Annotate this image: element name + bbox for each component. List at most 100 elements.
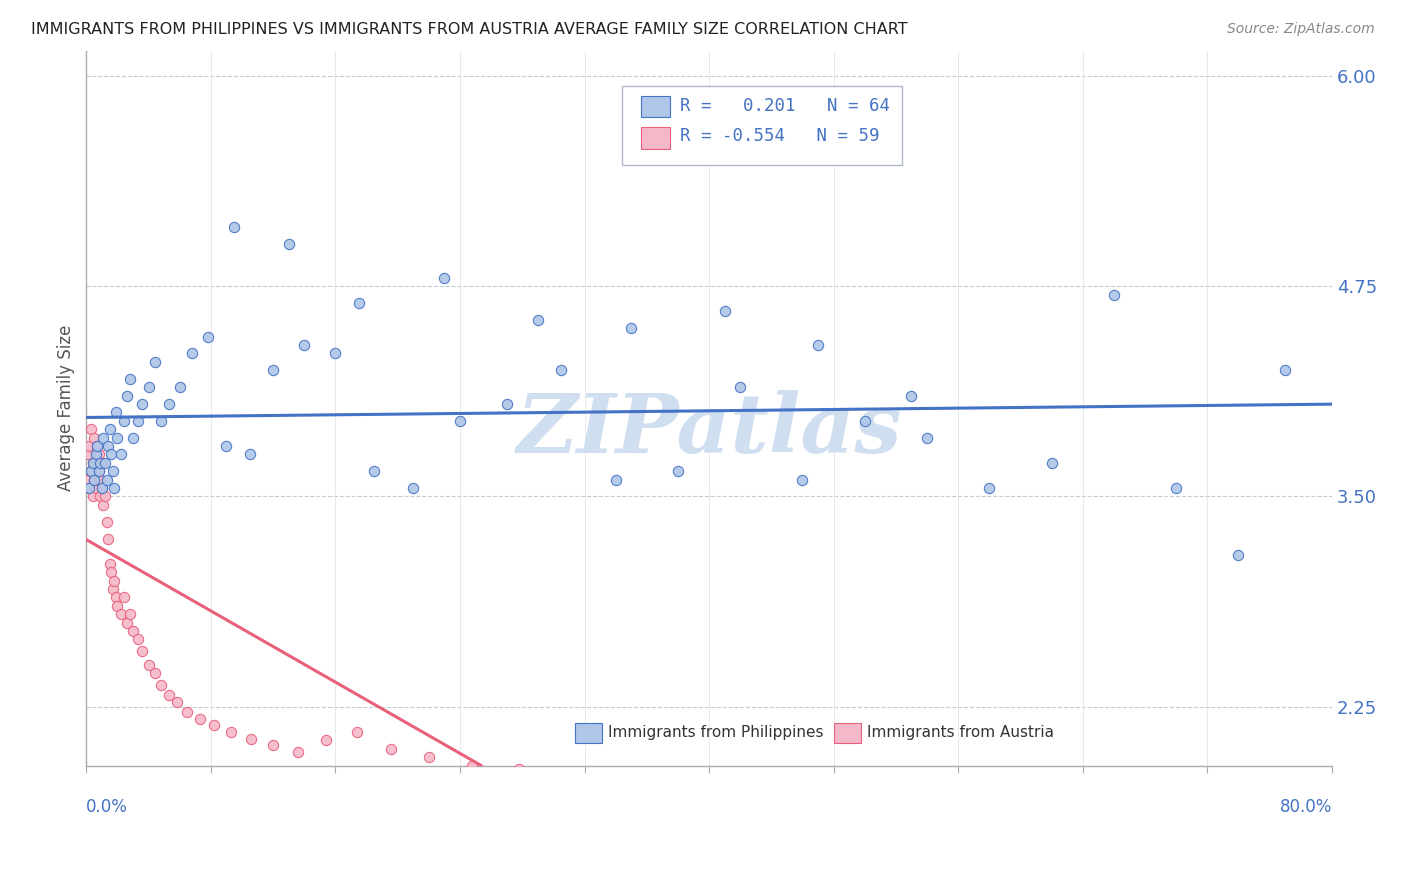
Point	[666, 464, 689, 478]
FancyBboxPatch shape	[641, 95, 671, 117]
Point	[90, 481, 112, 495]
Point	[131, 644, 153, 658]
Point	[792, 473, 814, 487]
Point	[188, 712, 211, 726]
Point	[86, 439, 108, 453]
Text: Immigrants from Austria: Immigrants from Austria	[868, 725, 1054, 740]
Point	[402, 481, 425, 495]
Point	[262, 363, 284, 377]
Point	[107, 599, 129, 613]
Point	[103, 481, 125, 495]
Point	[89, 456, 111, 470]
Point	[84, 481, 107, 495]
Text: 0.0%: 0.0%	[86, 797, 128, 816]
Point	[150, 678, 173, 692]
Point	[239, 447, 262, 461]
Point	[93, 498, 115, 512]
Point	[79, 439, 101, 453]
Point	[143, 666, 166, 681]
Text: IMMIGRANTS FROM PHILIPPINES VS IMMIGRANTS FROM AUSTRIA AVERAGE FAMILY SIZE CORRE: IMMIGRANTS FROM PHILIPPINES VS IMMIGRANT…	[31, 22, 907, 37]
Point	[605, 473, 627, 487]
Point	[101, 464, 124, 478]
FancyBboxPatch shape	[641, 128, 671, 149]
Point	[181, 346, 204, 360]
Point	[118, 607, 141, 622]
Point	[94, 456, 117, 470]
Point	[449, 414, 471, 428]
Point	[122, 431, 145, 445]
Point	[131, 397, 153, 411]
Point	[219, 725, 242, 739]
Point	[1274, 363, 1296, 377]
Point	[176, 705, 198, 719]
Point	[508, 762, 530, 776]
Point	[166, 695, 188, 709]
Point	[96, 473, 118, 487]
Point	[76, 447, 98, 461]
Point	[100, 447, 122, 461]
Point	[110, 607, 132, 622]
Point	[82, 490, 104, 504]
Point	[138, 380, 160, 394]
Point	[82, 456, 104, 470]
Point	[98, 422, 121, 436]
Point	[94, 490, 117, 504]
Point	[100, 565, 122, 579]
Point	[277, 237, 299, 252]
Point	[292, 338, 315, 352]
Point	[363, 464, 385, 478]
Point	[157, 397, 180, 411]
Point	[90, 456, 112, 470]
Point	[287, 745, 309, 759]
Text: Source: ZipAtlas.com: Source: ZipAtlas.com	[1227, 22, 1375, 37]
Point	[103, 574, 125, 588]
Point	[315, 733, 337, 747]
Point	[104, 591, 127, 605]
Point	[725, 779, 748, 793]
Point	[495, 397, 517, 411]
Point	[610, 772, 633, 786]
Point	[418, 750, 440, 764]
Point	[127, 414, 149, 428]
Point	[666, 775, 689, 789]
Point	[76, 473, 98, 487]
Point	[197, 329, 219, 343]
Point	[80, 464, 103, 478]
Point	[527, 313, 550, 327]
Point	[80, 422, 103, 436]
Point	[83, 431, 105, 445]
Point	[461, 758, 484, 772]
Point	[240, 731, 263, 746]
Point	[93, 431, 115, 445]
Text: Immigrants from Philippines: Immigrants from Philippines	[609, 725, 824, 740]
Point	[433, 270, 456, 285]
Point	[83, 473, 105, 487]
Point	[104, 405, 127, 419]
Point	[79, 481, 101, 495]
Point	[150, 414, 173, 428]
Point	[122, 624, 145, 638]
Y-axis label: Average Family Size: Average Family Size	[58, 325, 75, 491]
Point	[101, 582, 124, 596]
Point	[86, 439, 108, 453]
Point	[115, 615, 138, 630]
Point	[143, 355, 166, 369]
Point	[89, 490, 111, 504]
Point	[1102, 287, 1125, 301]
Text: ZIPatlas: ZIPatlas	[516, 390, 901, 469]
Point	[138, 657, 160, 672]
Point	[86, 473, 108, 487]
Point	[87, 464, 110, 478]
Text: R = -0.554   N = 59: R = -0.554 N = 59	[681, 128, 880, 145]
Point	[380, 741, 402, 756]
Point	[90, 481, 112, 495]
Point	[112, 591, 135, 605]
Point	[97, 532, 120, 546]
Point	[347, 296, 370, 310]
Point	[89, 473, 111, 487]
Point	[84, 447, 107, 461]
Point	[979, 481, 1001, 495]
Point	[853, 414, 876, 428]
Text: 80.0%: 80.0%	[1279, 797, 1331, 816]
Point	[1040, 456, 1063, 470]
